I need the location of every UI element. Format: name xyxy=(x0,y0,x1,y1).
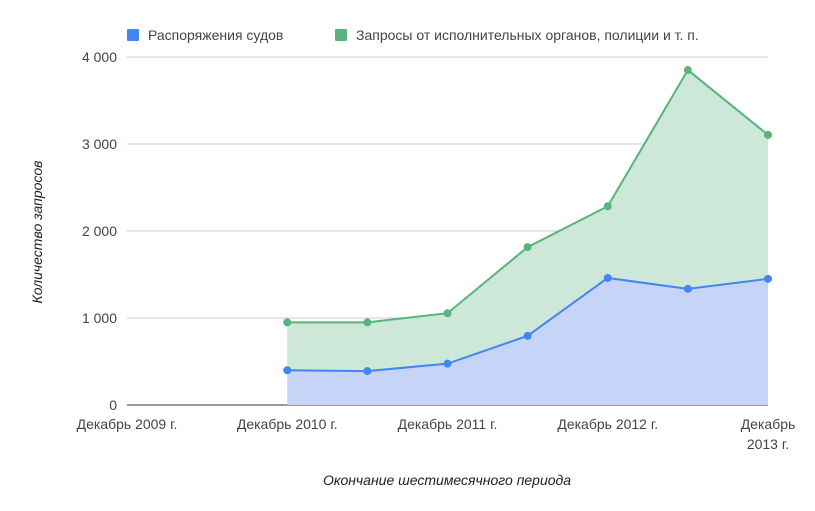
area-fills xyxy=(287,70,768,405)
area-executive-requests xyxy=(287,70,768,372)
point-court-orders xyxy=(443,359,452,368)
y-tick-label: 3 000 xyxy=(82,136,117,152)
x-tick-label: Декабрь 2009 г. xyxy=(77,416,178,432)
legend-swatch-executive-requests xyxy=(335,29,347,41)
point-executive-requests xyxy=(603,202,612,211)
point-court-orders xyxy=(764,274,772,283)
point-executive-requests xyxy=(283,318,292,327)
point-court-orders xyxy=(523,331,532,340)
x-tick-label: Декабрь 2013 г. xyxy=(741,416,796,452)
point-executive-requests xyxy=(764,130,772,139)
point-executive-requests xyxy=(683,66,692,75)
point-executive-requests xyxy=(443,309,452,318)
y-tick-label: 0 xyxy=(109,397,117,413)
point-court-orders xyxy=(683,284,692,293)
data-points xyxy=(283,66,772,376)
y-tick-label: 1 000 xyxy=(82,310,117,326)
point-executive-requests xyxy=(523,243,532,252)
point-court-orders xyxy=(363,367,372,376)
x-tick-label: Декабрь 2012 г. xyxy=(557,416,658,432)
point-executive-requests xyxy=(363,318,372,327)
x-axis-label: Окончание шестимесячного периода xyxy=(323,472,571,488)
x-tick-label: Декабрь 2011 г. xyxy=(398,416,498,432)
point-court-orders xyxy=(603,273,612,282)
legend-swatch-court-orders xyxy=(127,29,139,41)
y-tick-labels: 0 1 000 2 000 3 000 4 000 xyxy=(82,49,117,413)
x-tick-label: Декабрь 2010 г. xyxy=(237,416,338,432)
legend-label-court-orders: Распоряжения судов xyxy=(148,27,283,43)
y-tick-label: 2 000 xyxy=(82,223,117,239)
legend: Распоряжения судов Запросы от исполнител… xyxy=(127,27,699,43)
y-tick-label: 4 000 xyxy=(82,49,117,65)
y-axis-label: Количество запросов xyxy=(29,161,45,304)
point-court-orders xyxy=(283,366,292,375)
legend-label-executive-requests: Запросы от исполнительных органов, полиц… xyxy=(356,27,699,43)
x-tick-labels: Декабрь 2009 г. Декабрь 2010 г. Декабрь 20… xyxy=(77,416,796,452)
area-court-orders xyxy=(287,277,768,405)
